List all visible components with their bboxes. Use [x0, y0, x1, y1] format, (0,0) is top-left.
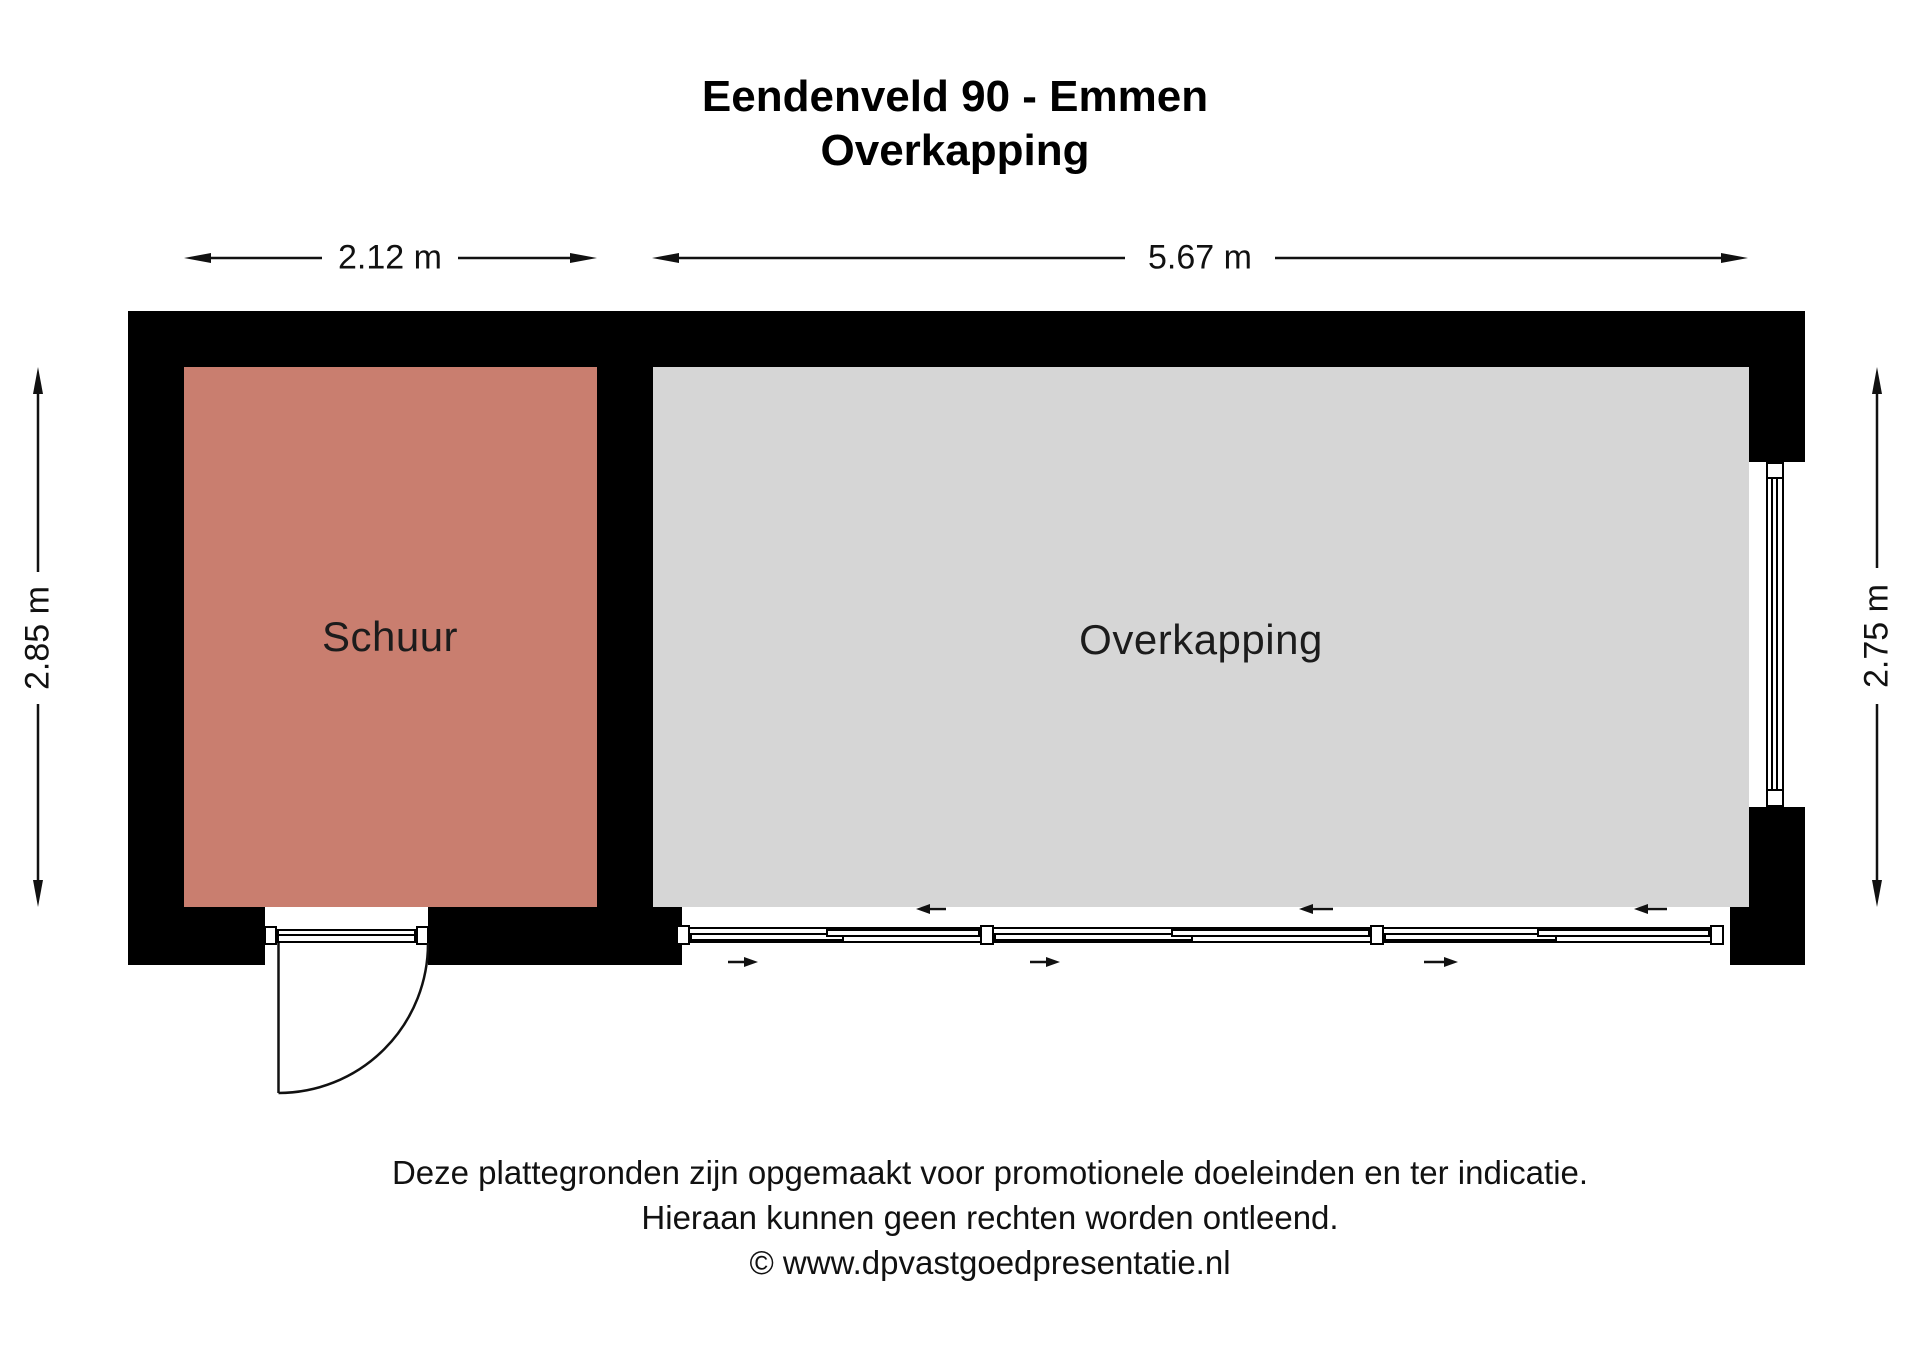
- wall-right-upper: [1749, 311, 1805, 462]
- wall-bottom-right-pillar: [1730, 907, 1805, 965]
- dim-schuur-height: 2.85 m: [18, 580, 58, 696]
- track-jamb-left: [676, 925, 690, 945]
- wall-top: [128, 311, 1805, 367]
- sliding-door-section-1: [690, 927, 980, 943]
- disclaimer-line-3: © www.dpvastgoedpresentatie.nl: [749, 1244, 1231, 1281]
- sliding-panel: [994, 933, 1194, 941]
- sliding-panel: [690, 933, 844, 941]
- plan-title-floor: Overkapping: [820, 126, 1090, 175]
- slide-arrow-right-2: [1030, 957, 1060, 967]
- sliding-panel: [1384, 933, 1557, 941]
- right-wall-window: [1766, 462, 1784, 807]
- wall-left: [128, 311, 184, 965]
- room-schuur-floor: [184, 367, 597, 907]
- wall-bottom-right-of-door: [428, 907, 682, 965]
- wall-divider: [597, 311, 653, 907]
- door-jamb-left: [264, 926, 277, 945]
- door-jamb-right: [416, 926, 429, 945]
- track-jamb-right: [1710, 925, 1724, 945]
- room-label-schuur: Schuur: [321, 613, 459, 660]
- slide-arrow-right-1: [728, 957, 758, 967]
- sliding-door-section-3: [1384, 927, 1710, 943]
- door-threshold: [277, 929, 416, 943]
- room-overkapping-floor: [653, 367, 1749, 907]
- dim-overkapping-width: 5.67 m: [1142, 238, 1258, 278]
- disclaimer-line-2: Hieraan kunnen geen rechten worden ontle…: [641, 1199, 1339, 1236]
- door-swing: [277, 942, 430, 1095]
- sliding-panel: [1537, 929, 1710, 937]
- slide-arrow-right-3: [1424, 957, 1458, 967]
- track-jamb-mid-1: [980, 925, 994, 945]
- room-label-overkapping: Overkapping: [1079, 616, 1323, 663]
- dim-overkapping-height: 2.75 m: [1857, 578, 1897, 694]
- wall-bottom-left-of-door: [128, 907, 265, 965]
- disclaimer: Deze plattegronden zijn opgemaakt voor p…: [30, 1150, 1920, 1285]
- sliding-door-section-2: [994, 927, 1370, 943]
- dim-schuur-width: 2.12 m: [332, 238, 448, 278]
- track-jamb-mid-2: [1370, 925, 1384, 945]
- door-swing-arc: [278, 942, 430, 1095]
- plan-title-address: Eendenveld 90 - Emmen: [701, 72, 1209, 121]
- plan-title: Eendenveld 90 - Emmen Overkapping: [0, 70, 1910, 178]
- disclaimer-line-1: Deze plattegronden zijn opgemaakt voor p…: [391, 1154, 1589, 1191]
- sliding-panel: [1170, 929, 1370, 937]
- sliding-panel: [826, 929, 980, 937]
